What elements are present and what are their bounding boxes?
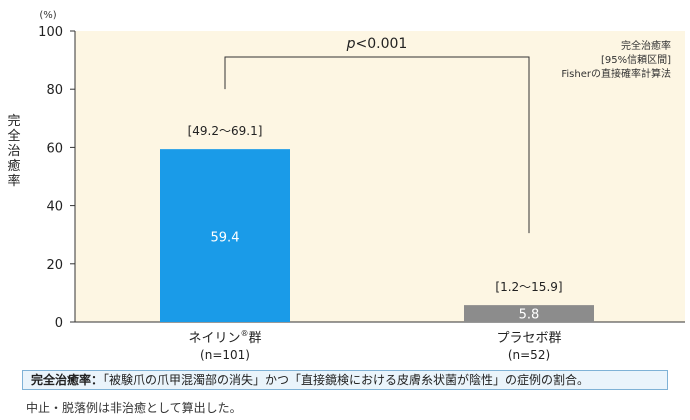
definition-box: 完全治癒率：「被験爪の爪甲混濁部の消失」かつ「直接鏡検における皮膚糸状菌が陰性」… [22, 370, 668, 390]
category-n-label: (n=101) [200, 348, 250, 362]
legend-note-line: 完全治癒率 [621, 39, 671, 52]
significance-bracket [224, 56, 530, 234]
ci-label: [49.2～69.1] [188, 124, 263, 138]
chart: 0 20 40 60 80 100 (%) 完全治癒率 59.4 [49.2～69.1] ネイリン… [7, 10, 685, 362]
bars [160, 149, 594, 322]
definition-term: 完全治癒率： [31, 373, 104, 387]
bar [464, 305, 594, 322]
category-label: ネイリン®群 [188, 329, 261, 346]
significance-label: p<0.001 [346, 36, 408, 52]
category-label: プラセボ群 [496, 331, 561, 346]
y-tick-label: 20 [46, 258, 63, 273]
definition-text: 「被験爪の爪甲混濁部の消失」かつ「直接鏡検における皮膚糸状菌が陰性」の症例の割合… [103, 373, 590, 387]
axes: 0 20 40 60 80 100 (%) 完全治癒率 [7, 10, 685, 331]
y-tick-label: 60 [46, 141, 63, 156]
y-tick-label: 100 [38, 25, 63, 40]
category-n-label: (n=52) [508, 348, 550, 362]
y-tick-label: 40 [46, 200, 63, 215]
data-label: 5.8 [519, 308, 540, 323]
y-tick-label: 0 [55, 316, 63, 331]
y-axis-title: 完全治癒率 [7, 114, 20, 189]
bar [160, 149, 290, 322]
footnote: 中止・脱落例は非治癒として算出した。 [26, 401, 242, 415]
legend-note-line: Fisherの直接確率計算法 [561, 67, 671, 80]
ci-label: [1.2～15.9] [495, 280, 562, 294]
y-unit-label: (%) [39, 10, 56, 21]
chart-labels: 59.4 [49.2～69.1] ネイリン®群 (n=101) 5.8 [1.2～15.9… [188, 36, 672, 362]
legend-note-line: [95%信頼区間] [601, 54, 671, 66]
y-tick-label: 80 [46, 83, 63, 98]
data-label: 59.4 [211, 231, 240, 246]
